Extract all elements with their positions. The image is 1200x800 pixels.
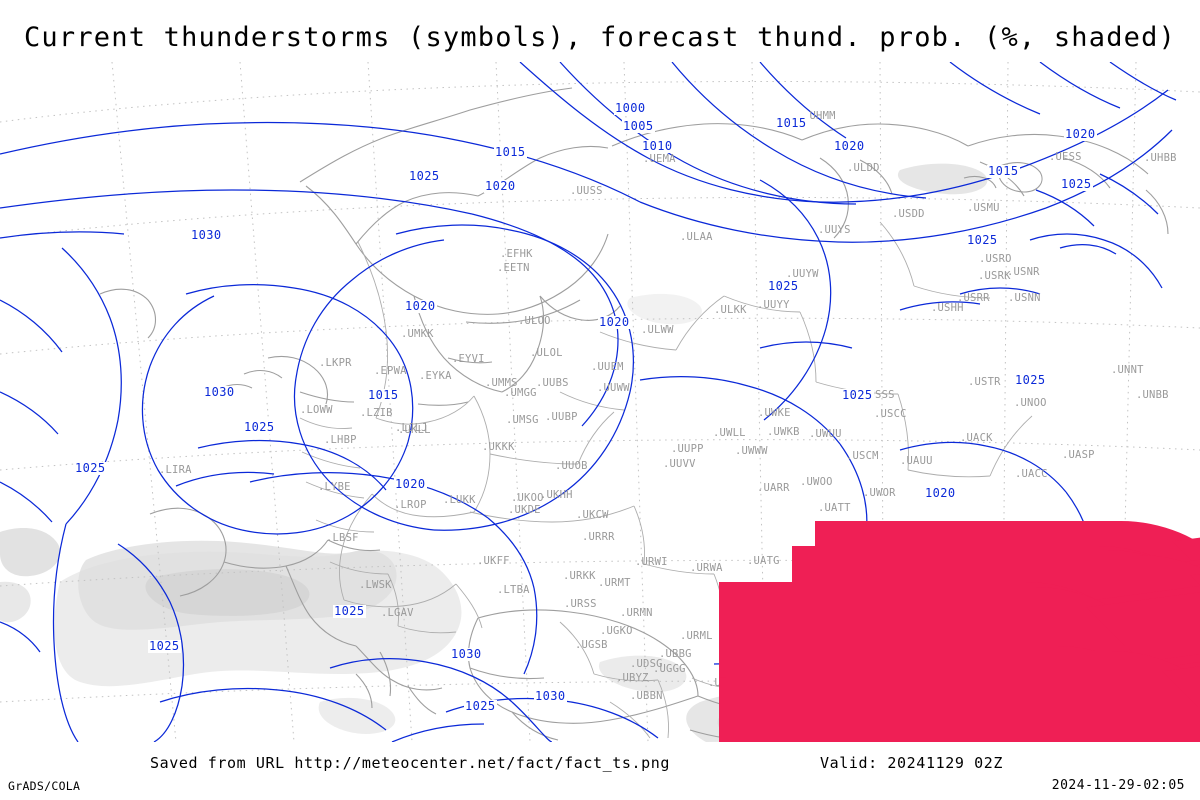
isobar-label: 1025 [841,388,874,402]
isobar-label: 1011 [1043,603,1076,617]
isobar-label: 1020 [484,179,517,193]
timestamp-text: 2024-11-29-02:05 [1051,778,1185,793]
isobar-label: 1025 [767,279,800,293]
isobar-label: 1015 [987,164,1020,178]
isobar-label: 1025 [148,639,181,653]
isobar-label: 1030 [1084,650,1117,664]
isobar-label: 1040 [1081,727,1114,741]
isobar-label: 1025 [1014,373,1047,387]
isobar-label: 1030 [203,385,236,399]
producer-label: GrADS/COLA [8,779,81,793]
isobar-label: 1000 [614,101,647,115]
isobar-label: 1025 [74,461,107,475]
isobar-label: 1015 [494,145,527,159]
isobar-label: 1025 [1060,177,1093,191]
isobar-label: 1030 [450,647,483,661]
isobar-label: 1030 [190,228,223,242]
isobar-label: 1020 [598,315,631,329]
isobar-label: 1020 [1064,631,1097,645]
isobar-label: 1020 [394,477,427,491]
isobar-label: 1025 [333,604,366,618]
isobar-label: 1015 [901,570,934,584]
map-canvas[interactable]: .UKKK .UKOO .UKDE .UKHH .UKCW .URRR .UKFF .URKK… [0,62,1200,742]
isobar-label: 1025 [464,699,497,713]
isobar-label: 1020 [924,486,957,500]
isobar-label: 1010 [641,139,674,153]
isobar-label: 1015 [367,388,400,402]
isobar-label: 1020 [404,299,437,313]
isobar-label: 1015 [775,116,808,130]
coastlines [99,87,1169,742]
isobar-label: 1020 [1064,127,1097,141]
isobar-label: 1025 [243,420,276,434]
isobar-label: 1005 [622,119,655,133]
isobar-label: 1030 [1096,680,1129,694]
page-title: Current thunderstorms (symbols), forecas… [23,22,1177,53]
isobar-label: 1020 [833,139,866,153]
isobar-label: 1020 [912,715,945,729]
isobar-label: 1025 [408,169,441,183]
isobar-label: 1030 [534,689,567,703]
source-url-text: Saved from URL http://meteocenter.net/fa… [149,754,671,772]
valid-time-text: Valid: 20241129 02Z [820,754,1003,772]
isobar-label: 1025 [966,233,999,247]
isobar-label: 1020 [1029,542,1062,556]
